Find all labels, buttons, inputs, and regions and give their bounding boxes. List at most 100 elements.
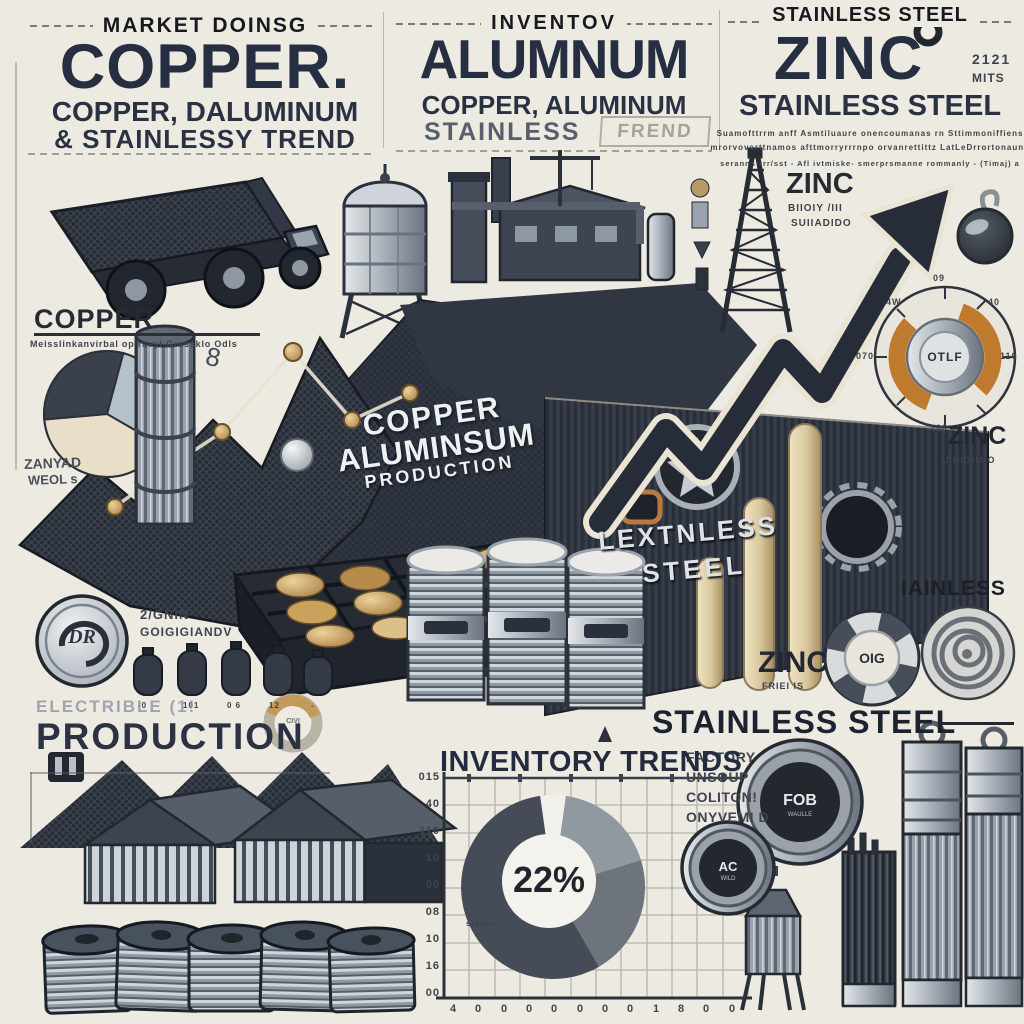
y-tick: 10: [425, 933, 440, 945]
rule-dashed: [396, 150, 712, 152]
gauge-tick-ul: 4W: [886, 297, 902, 307]
headline-rule: [938, 722, 1014, 725]
factory-note-1: FACTORY: [686, 749, 756, 765]
spiral-coil-icon: [920, 605, 1016, 701]
small-glyph-icons: [690, 178, 711, 291]
production-eyebrow: ELECTRIBLE (1!: [36, 697, 197, 716]
zanyad-note-1: ZANYAD: [23, 454, 82, 472]
y-tick: 10: [425, 852, 440, 864]
kicker-mid: INVENTOV: [481, 12, 627, 35]
kicker-mid-wrap: INVENTOV: [392, 12, 716, 35]
kicker-right: STAINLESS STEEL: [762, 4, 978, 27]
zinc-side-2: MITS: [972, 71, 1005, 85]
gauge-center-text: OTLF: [927, 350, 963, 364]
coin-ac-sub: WILD: [720, 876, 736, 882]
inventory-title: INVENTORY TRENDS: [440, 746, 743, 778]
x-tick: 0: [729, 1003, 737, 1015]
subtitle-mid-1: COPPER, ALUMINUM: [421, 90, 687, 120]
coin-civi-text: CIVI: [286, 718, 300, 725]
dump-truck-icon: [49, 176, 330, 321]
x-tick: 4: [450, 1003, 458, 1015]
production-fine-2: GOIGIGIANDV: [140, 625, 233, 639]
pendant-pan-icon: [956, 189, 1014, 265]
rule-dashed: [28, 153, 374, 155]
frend-badge: FREND: [598, 116, 712, 147]
coin-fob-icon: [736, 738, 864, 866]
coin-fob-text: FOB: [783, 792, 817, 809]
kicker-left-wrap: MARKET DOINSG: [40, 14, 370, 38]
y-tick: 16: [425, 960, 440, 972]
right-zinc-fine: U DIGIMIO: [942, 455, 996, 465]
bottle-label-2: 101: [183, 701, 200, 710]
y-tick: 110: [419, 825, 440, 837]
civi-donut-icon: [263, 693, 323, 753]
factory-note-4: ONYVEMI D: [686, 809, 770, 825]
bottle-label-1: -0: [138, 701, 148, 710]
fine-right-2: mrorvoverttnamos afttmorryrrrnpo orvanre…: [710, 143, 1024, 152]
coin-ac-icon: [680, 820, 776, 916]
mid-zinc-fine: FRIEI IS: [762, 681, 805, 691]
gauge-tick-top: 09: [933, 273, 946, 283]
production-title: PRODUCTION: [36, 716, 305, 757]
x-tick: 0: [602, 1003, 610, 1015]
iainless-label: IAINLESS: [901, 577, 1006, 600]
x-tick: 0: [551, 1003, 559, 1015]
subtitle-mid-2: STAINLESS: [424, 118, 581, 146]
tower-zinc-title: ZINC: [786, 168, 854, 200]
column-divider: [383, 12, 384, 148]
subtitle-left-1: COPPER, DALUMINUM: [51, 96, 359, 127]
x-tick: 0: [501, 1003, 509, 1015]
tower-zinc-fine-2: SUIIADIDO: [791, 218, 852, 229]
coin-ac-text: AC: [718, 859, 738, 874]
copper-pie-chart: [43, 350, 172, 478]
title-copper: COPPER.: [59, 32, 351, 102]
zinc-side-1: 2121: [972, 51, 1012, 67]
x-tick: 8: [678, 1003, 686, 1015]
title-zinc: ZINC: [773, 24, 925, 92]
trend-arrow-icon: [583, 182, 956, 539]
bottle-label-4: 12: [269, 701, 280, 710]
pearl-sphere-icon: [280, 438, 314, 472]
y-tick: 08: [425, 906, 440, 918]
zanyad-note-2: WEOL s: [27, 471, 78, 488]
copper-fine: Meisslinkanvirbal op ravyl Grassklo Odls: [30, 339, 238, 349]
x-tick: 1: [653, 1003, 661, 1015]
factory-note-2: UNSOUP: [686, 769, 749, 785]
production-fine-1: 2/GNIN: [140, 607, 190, 622]
warehouse-scene: [20, 726, 612, 905]
chart-legend: s/armr: [466, 919, 497, 928]
fine-right-1: Suamofttrrm anff Asmtiluaure onencoumana…: [716, 129, 1024, 138]
mid-zinc-label: ZINC: [758, 646, 828, 679]
bottle-label-5: -: [311, 701, 315, 710]
coin-oig-icon: [823, 609, 921, 707]
bottle-label-3: 0 6: [227, 701, 242, 710]
storage-silos: [841, 720, 1024, 1008]
coin-oig-text: OIG: [859, 650, 885, 666]
factory-note-3: COLITON!: [686, 789, 758, 805]
pie-center-label: 22%: [512, 859, 586, 900]
fine-right-3: seranns rrr/sst - Afl ivtmiske- smerprsm…: [720, 159, 1020, 168]
panel-outline-top: [30, 772, 330, 774]
mesh-silo-icon: [134, 324, 196, 526]
bottle-icons: [133, 641, 333, 696]
factory-icon: [400, 150, 757, 428]
subtitle-left-2: & STAINLESSY TREND: [54, 124, 356, 154]
coin-fob-sub: WAULLE: [787, 812, 813, 818]
coin-dr-text: DR: [68, 626, 96, 648]
x-tick: 0: [475, 1003, 483, 1015]
derrick-tower-icon: [719, 147, 793, 333]
gear-icon: [820, 490, 894, 564]
gauge-tick-ur: 40: [988, 297, 1001, 307]
rising-bar-cylinders: [696, 423, 822, 691]
gauge-dial-icon: [873, 285, 1017, 429]
right-zinc-label: ZINC: [948, 422, 1007, 450]
gauge-tick-left: 070: [856, 351, 875, 361]
column-divider: [719, 10, 720, 150]
tower-zinc-fine-1: BIIOIY /III: [788, 203, 843, 214]
gauge-tick-right: 110: [1000, 351, 1018, 361]
x-tick: 0: [577, 1003, 585, 1015]
y-tick: 015: [418, 771, 440, 783]
gauge-tick-bottom: 100: [930, 423, 949, 433]
